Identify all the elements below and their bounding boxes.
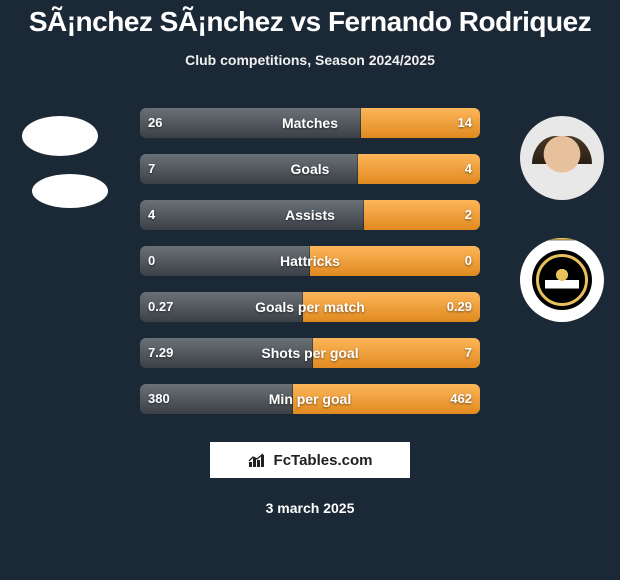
stat-bar-right bbox=[303, 292, 480, 322]
brand-badge: FcTables.com bbox=[210, 442, 410, 478]
page-subtitle: Club competitions, Season 2024/2025 bbox=[0, 52, 620, 68]
stat-bar-left bbox=[140, 154, 358, 184]
stat-bar-right bbox=[361, 108, 480, 138]
stat-bar-right bbox=[313, 338, 480, 368]
stat-bar-track bbox=[140, 108, 480, 138]
stat-row: Goals per match0.270.29 bbox=[0, 292, 620, 322]
stat-bar-track bbox=[140, 384, 480, 414]
brand-text: FcTables.com bbox=[274, 452, 373, 469]
stat-bar-left bbox=[140, 384, 293, 414]
stat-bar-track bbox=[140, 338, 480, 368]
stat-bar-track bbox=[140, 200, 480, 230]
stat-row: Matches2614 bbox=[0, 108, 620, 138]
generation-date: 3 march 2025 bbox=[0, 500, 620, 516]
stat-bar-track bbox=[140, 292, 480, 322]
stat-row: Min per goal380462 bbox=[0, 384, 620, 414]
stat-bar-right bbox=[310, 246, 480, 276]
stat-row: Goals74 bbox=[0, 154, 620, 184]
stat-bar-left bbox=[140, 292, 303, 322]
stat-bar-track bbox=[140, 154, 480, 184]
stat-row: Shots per goal7.297 bbox=[0, 338, 620, 368]
stat-bar-right bbox=[293, 384, 480, 414]
stat-row: Hattricks00 bbox=[0, 246, 620, 276]
stat-bar-left bbox=[140, 108, 361, 138]
stats-area: Matches2614 Goals74 Assists42 Hattricks00 Go… bbox=[0, 108, 620, 430]
stat-bar-right bbox=[364, 200, 480, 230]
stat-bar-right bbox=[358, 154, 480, 184]
stat-row: Assists42 bbox=[0, 200, 620, 230]
stat-bar-left bbox=[140, 200, 364, 230]
stat-bar-left bbox=[140, 246, 310, 276]
stat-bar-left bbox=[140, 338, 313, 368]
brand-chart-icon bbox=[248, 452, 268, 468]
stat-bar-track bbox=[140, 246, 480, 276]
page-title: SÃ¡nchez SÃ¡nchez vs Fernando Rodriquez bbox=[0, 0, 620, 38]
